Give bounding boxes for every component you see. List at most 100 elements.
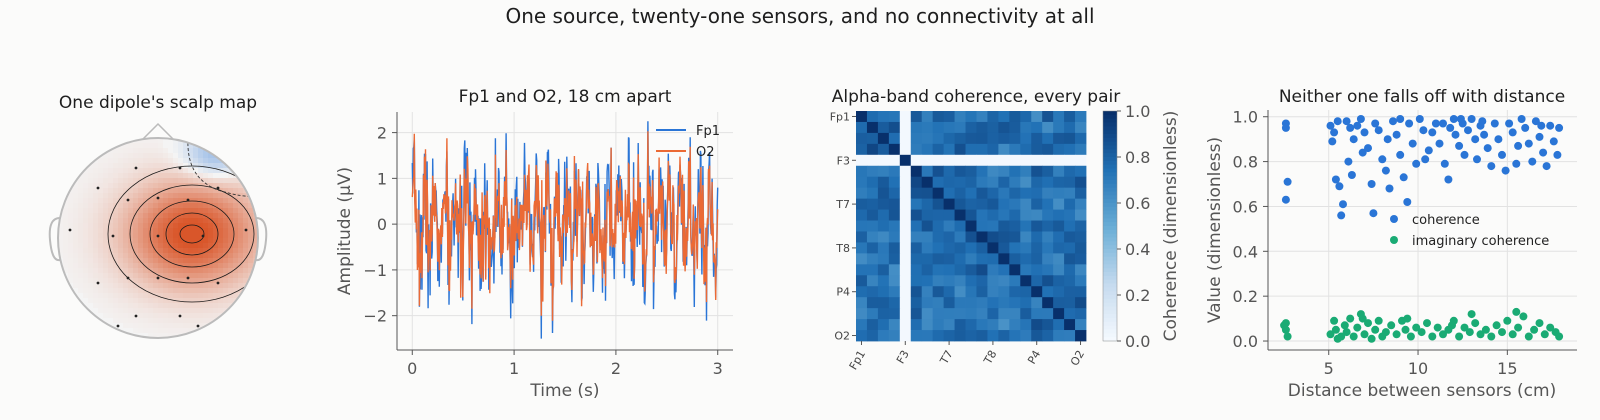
topomap-pixel: [198, 218, 203, 223]
topomap-pixel: [203, 268, 208, 273]
topomap-pixel: [153, 258, 158, 263]
topomap-pixel: [253, 173, 258, 178]
topomap-pixel: [163, 188, 168, 193]
topomap-pixel: [223, 213, 228, 218]
topomap-pixel: [158, 153, 163, 158]
topomap-pixel: [168, 223, 173, 228]
topomap-pixel: [123, 178, 128, 183]
topomap-pixel: [178, 223, 183, 228]
colorbar-segment: [1103, 275, 1117, 281]
heatmap-cell: [932, 187, 945, 200]
topomap-pixel: [108, 193, 113, 198]
topomap-pixel: [173, 293, 178, 298]
topomap-pixel: [193, 203, 198, 208]
topomap-pixel: [163, 298, 168, 303]
heatmap-cell: [1064, 297, 1076, 309]
topomap-pixel: [128, 273, 133, 278]
topomap-pixel: [133, 183, 138, 188]
x-tick-label: 5: [1324, 359, 1334, 378]
topomap-pixel: [73, 193, 78, 198]
topomap-pixel: [133, 253, 138, 258]
topomap-pixel: [153, 318, 158, 323]
topomap-pixel: [213, 218, 218, 223]
topomap-pixel: [88, 263, 93, 268]
topomap-pixel: [168, 323, 173, 328]
heatmap-cell: [866, 198, 879, 210]
heatmap-cell: [888, 253, 901, 265]
topomap-pixel: [143, 243, 148, 248]
topomap-pixel: [173, 143, 178, 148]
heatmap-cell: [1020, 231, 1032, 243]
topomap-pixel: [138, 203, 143, 208]
topomap-pixel: [208, 258, 213, 263]
topomap-pixel: [148, 278, 153, 283]
topomap-pixel: [253, 278, 258, 283]
topomap-pixel: [198, 323, 203, 328]
topomap-pixel: [188, 308, 193, 313]
scatter-point-imag: [1342, 328, 1351, 337]
topomap-pixel: [208, 223, 213, 228]
heatmap-cell: [1020, 264, 1032, 276]
topomap-pixel: [133, 198, 138, 203]
topomap-pixel: [83, 173, 88, 178]
topomap-pixel: [248, 253, 253, 258]
topomap-pixel: [108, 238, 113, 243]
colorbar-tick-label: 0.0: [1125, 332, 1150, 351]
heatmap-cell: [910, 220, 923, 232]
heatmap-cell: [888, 220, 901, 232]
topomap-pixel: [93, 173, 98, 178]
topomap-pixel: [138, 158, 143, 163]
topomap-pixel: [138, 293, 143, 298]
topomap-pixel: [248, 303, 253, 308]
heatmap-cell: [965, 242, 977, 254]
topomap-pixel: [93, 208, 98, 213]
topomap-pixel: [238, 263, 243, 268]
topomap-pixel: [168, 263, 173, 268]
topomap-pixel: [128, 183, 133, 188]
colorbar-segment: [1103, 325, 1117, 330]
topomap-pixel: [143, 213, 148, 218]
topomap-pixel: [108, 313, 113, 318]
topomap-pixel: [133, 303, 138, 308]
topomap-pixel: [98, 228, 103, 233]
topomap-pixel: [63, 228, 68, 233]
heatmap-cell: [954, 286, 966, 298]
colorbar-segment: [1103, 310, 1117, 315]
topomap-pixel: [228, 268, 233, 273]
topomap-pixel: [203, 208, 208, 213]
topomap-pixel: [153, 178, 158, 183]
topomap-pixel: [183, 248, 188, 253]
heatmap-cell: [1020, 154, 1032, 167]
heatmap-cell: [987, 187, 999, 200]
topomap-pixel: [203, 333, 208, 338]
topomap-pixel: [178, 328, 183, 333]
topomap-pixel: [83, 278, 88, 283]
scatter-point-imag: [1346, 314, 1355, 323]
heatmap-cell: [866, 319, 879, 331]
topomap-pixel: [218, 198, 223, 203]
scatter-point-coherence: [1281, 123, 1290, 132]
topomap-pixel: [188, 318, 193, 323]
topomap-pixel: [248, 293, 253, 298]
heatmap-cell: [954, 111, 966, 123]
topomap-pixel: [83, 198, 88, 203]
topomap-pixel: [93, 283, 98, 288]
topomap-pixel: [133, 288, 138, 293]
scatter-point-coherence: [1460, 150, 1469, 159]
x-tick-label: 15: [1497, 359, 1517, 378]
topomap-pixel: [213, 143, 218, 148]
topomap-pixel: [168, 153, 173, 158]
contour-line: [129, 184, 255, 284]
topomap-pixel: [98, 203, 103, 208]
topomap-pixel: [88, 238, 93, 243]
topomap-pixel: [148, 243, 153, 248]
heatmap-cell: [1031, 286, 1043, 298]
heatmap-cell: [1075, 308, 1087, 320]
head-outline: [57, 137, 259, 339]
scatter-point-imag: [1283, 332, 1292, 341]
topomap-pixel: [238, 268, 243, 273]
topomap-pixel: [128, 218, 133, 223]
topomap-pixel: [188, 253, 193, 258]
heatmap-cell: [888, 286, 901, 298]
scatter-point-coherence: [1508, 128, 1517, 137]
